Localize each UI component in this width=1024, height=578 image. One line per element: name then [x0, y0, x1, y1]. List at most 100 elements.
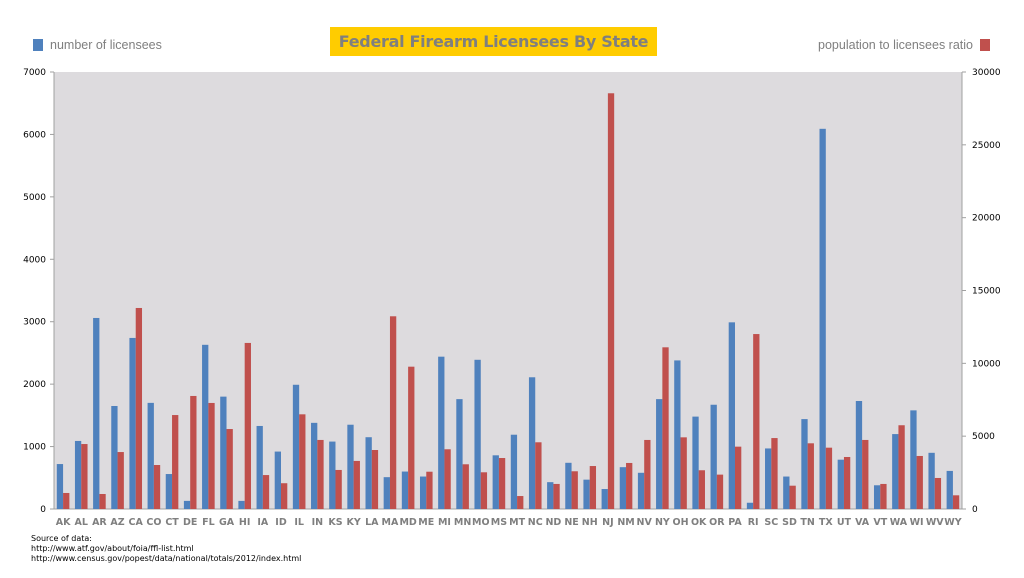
y2-tick-label: 5000: [972, 432, 995, 442]
x-tick-label: LA: [365, 517, 379, 528]
x-tick-label: MS: [491, 517, 507, 528]
y-tick-label: 3000: [23, 318, 46, 328]
x-tick-label: VA: [855, 517, 870, 528]
bar-ratio-ut: [843, 456, 851, 509]
bar-ratio-ny: [662, 347, 669, 509]
bar-ratio-nd: [553, 483, 560, 509]
bar-licensees-sc: [765, 448, 772, 509]
x-tick-label: OK: [691, 517, 707, 528]
bar-licensees-il: [292, 384, 300, 509]
x-tick-label: SD: [782, 517, 797, 528]
bar-licensees-oh: [674, 360, 681, 509]
x-tick-label: CT: [165, 517, 179, 528]
x-tick-label: HI: [239, 517, 251, 528]
bar-licensees-mi: [438, 356, 445, 509]
bar-licensees-vt: [873, 485, 881, 509]
bar-ratio-ri: [753, 334, 760, 509]
bar-licensees-ca: [129, 337, 136, 509]
x-tick-label: WA: [890, 517, 908, 528]
x-tick-label: NV: [637, 517, 653, 528]
bar-ratio-nc: [535, 442, 542, 509]
bar-ratio-mt: [517, 496, 524, 509]
bar-ratio-ma: [389, 316, 397, 509]
x-tick-label: MI: [438, 517, 451, 528]
x-tick-label: ND: [545, 517, 561, 528]
bar-licensees-nv: [637, 472, 645, 509]
bar-ratio-nv: [644, 439, 651, 509]
x-tick-label: AR: [92, 517, 107, 528]
bar-ratio-ia: [262, 475, 270, 509]
bar-ratio-de: [190, 395, 197, 509]
bar-licensees-md: [401, 471, 409, 509]
y-tick-label: 0: [40, 505, 46, 515]
bar-ratio-al: [81, 444, 88, 509]
y2-tick-label: 30000: [972, 68, 1001, 78]
chart-title: Federal Firearm Licensees By State: [330, 27, 657, 56]
legend-ratio: population to licensees ratio: [818, 38, 990, 52]
y2-tick-label: 10000: [972, 359, 1001, 369]
bar-ratio-vt: [880, 483, 887, 509]
y2-tick-label: 15000: [972, 287, 1001, 297]
bar-licensees-tn: [801, 419, 808, 509]
bar-ratio-wi: [916, 455, 923, 509]
bar-ratio-ak: [63, 492, 70, 509]
bar-ratio-md: [408, 366, 415, 509]
x-tick-label: NH: [582, 517, 598, 528]
bar-ratio-wa: [898, 425, 905, 509]
source-link-census[interactable]: http://www.census.gov/popest/data/nation…: [31, 554, 302, 563]
bar-licensees-nh: [583, 479, 590, 509]
y2-tick-label: 20000: [972, 214, 1001, 224]
bar-licensees-fl: [202, 344, 209, 509]
x-tick-label: UT: [837, 517, 852, 528]
x-tick-label: TN: [800, 517, 814, 528]
bar-licensees-ne: [565, 462, 572, 509]
bar-licensees-mt: [510, 434, 518, 509]
x-tick-label: MD: [399, 517, 416, 528]
bar-ratio-co: [153, 465, 161, 509]
bar-licensees-tx: [819, 128, 826, 509]
bar-licensees-hi: [238, 500, 245, 509]
bar-licensees-mo: [474, 359, 481, 509]
bar-licensees-va: [855, 400, 863, 509]
x-tick-label: AZ: [110, 517, 124, 528]
bar-ratio-ar: [99, 493, 106, 509]
bar-ratio-ca: [135, 307, 143, 509]
bar-licensees-ct: [165, 474, 173, 509]
bar-licensees-nm: [619, 467, 627, 509]
bar-licensees-ok: [692, 416, 699, 509]
legend-licensees: number of licensees: [33, 38, 162, 52]
x-tick-label: NM: [617, 517, 634, 528]
bar-licensees-ky: [347, 424, 354, 509]
bar-licensees-wv: [928, 452, 935, 509]
x-tick-label: IA: [257, 517, 269, 528]
source-link-atf[interactable]: http://www.atf.gov/about/foia/ffl-list.h…: [31, 544, 194, 553]
bar-ratio-tx: [825, 447, 833, 509]
legend-label-licensees: number of licensees: [50, 38, 162, 52]
bar-licensees-id: [274, 451, 281, 509]
x-tick-label: WV: [926, 517, 944, 528]
bar-ratio-tn: [807, 443, 814, 509]
bar-ratio-fl: [208, 402, 215, 509]
bar-licensees-de: [183, 500, 191, 509]
bar-ratio-ga: [226, 429, 233, 509]
y-tick-label: 6000: [23, 130, 46, 140]
x-tick-label: WI: [910, 517, 924, 528]
x-tick-label: PA: [728, 517, 742, 528]
bar-ratio-il: [299, 414, 306, 509]
x-tick-label: MT: [509, 517, 525, 528]
x-tick-label: ID: [275, 517, 287, 528]
bar-licensees-ak: [56, 464, 64, 509]
x-tick-label: NC: [528, 517, 543, 528]
x-tick-label: KY: [347, 517, 361, 528]
x-tick-label: NY: [655, 517, 670, 528]
bar-licensees-ma: [383, 477, 390, 509]
bar-licensees-mn: [456, 399, 463, 509]
x-tick-label: AK: [56, 517, 71, 528]
bar-ratio-ky: [353, 460, 360, 509]
y-tick-label: 1000: [23, 443, 46, 453]
x-tick-label: MO: [472, 517, 490, 528]
x-tick-label: OH: [673, 517, 689, 528]
bar-licensees-la: [365, 437, 372, 509]
bar-ratio-la: [371, 450, 379, 509]
bar-licensees-ar: [93, 317, 100, 509]
